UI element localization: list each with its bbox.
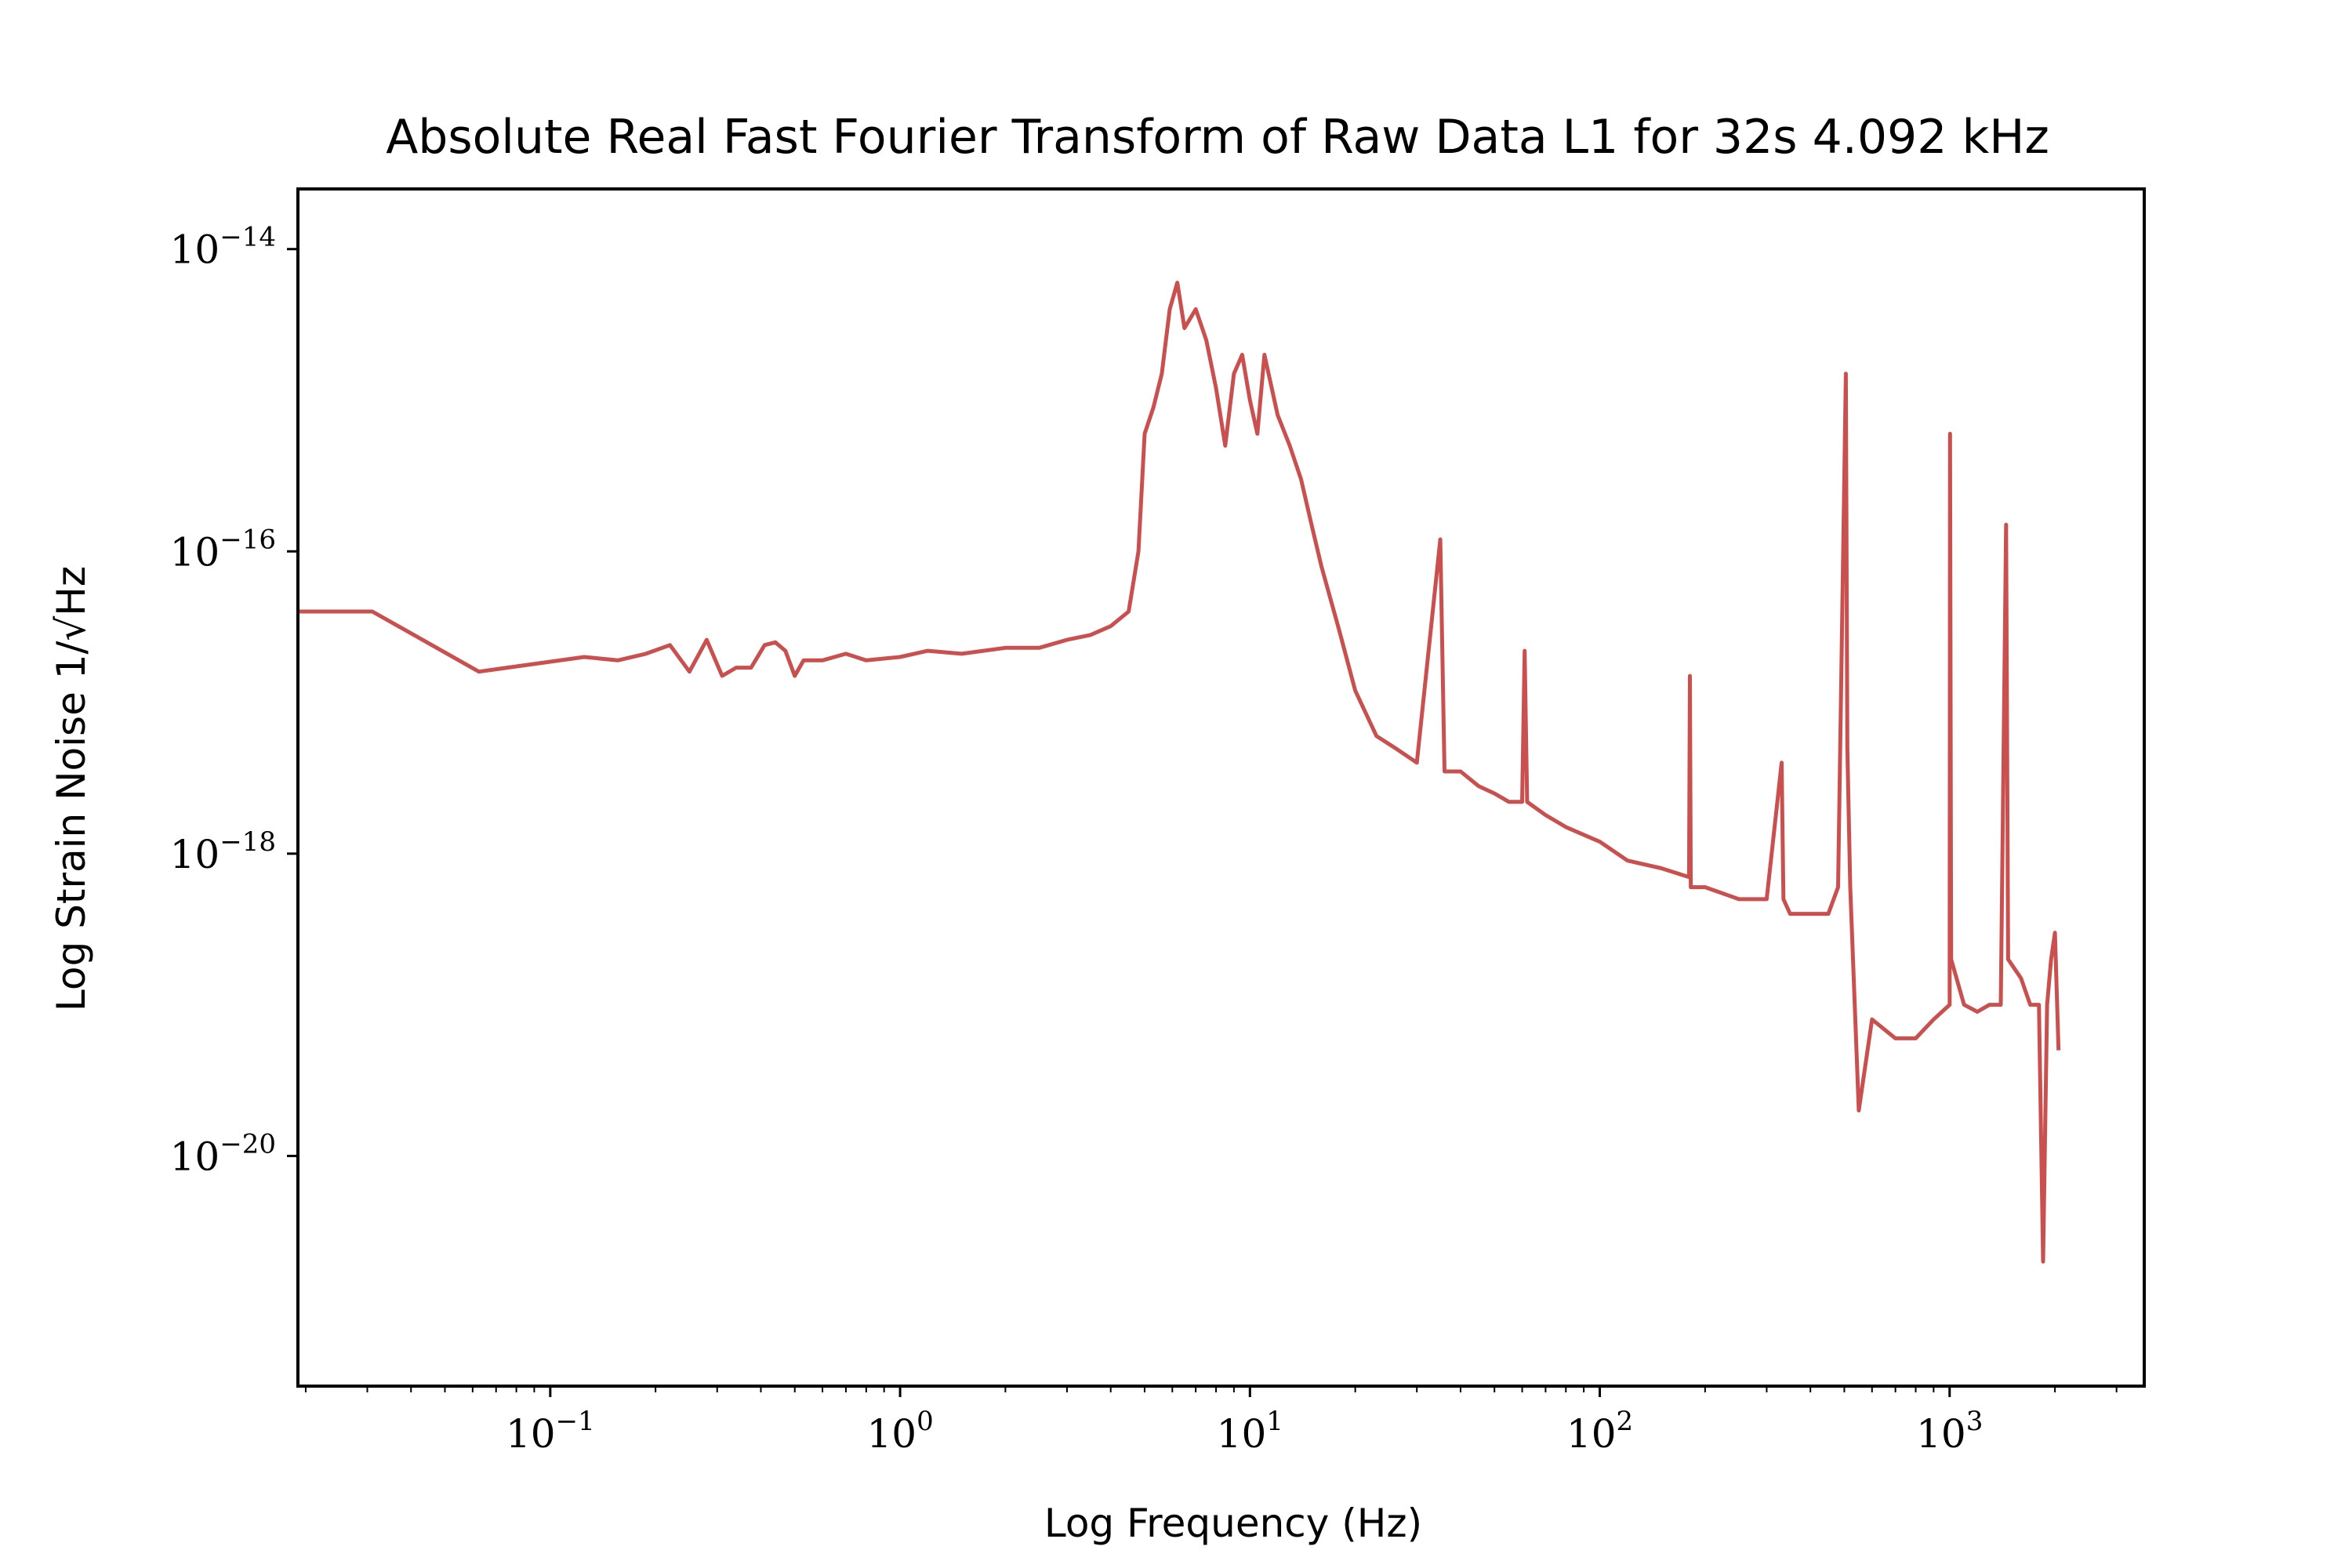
y-tick-label-exponent: −18 bbox=[220, 826, 276, 858]
x-tick-label-base: 10 bbox=[1566, 1411, 1617, 1457]
x-tick-label-base: 10 bbox=[1217, 1411, 1267, 1457]
x-tick-label-exponent: 2 bbox=[1617, 1406, 1634, 1437]
x-tick-label-exponent: 0 bbox=[916, 1406, 934, 1437]
plot-area bbox=[296, 187, 2146, 1388]
y-tick-label-exponent: −14 bbox=[220, 222, 276, 253]
x-tick-label-exponent: −1 bbox=[556, 1406, 595, 1437]
y-tick-label-base: 10 bbox=[170, 529, 220, 575]
y-tick-label-base: 10 bbox=[170, 227, 220, 273]
y-tick-label: 10−16 bbox=[170, 524, 276, 575]
x-tick-label-base: 10 bbox=[506, 1411, 556, 1457]
x-tick-label-base: 10 bbox=[1916, 1411, 1966, 1457]
y-tick-label-base: 10 bbox=[170, 1134, 220, 1179]
y-tick-label: 10−20 bbox=[170, 1128, 276, 1179]
x-tick-label: 103 bbox=[1916, 1406, 1983, 1457]
x-tick-label: 102 bbox=[1566, 1406, 1633, 1457]
x-axis: 10−1 100 101 102 103 bbox=[304, 1386, 2118, 1457]
x-tick-label-exponent: 1 bbox=[1266, 1406, 1283, 1437]
x-tick-label: 100 bbox=[866, 1406, 933, 1457]
x-tick-label: 101 bbox=[1217, 1406, 1283, 1457]
y-tick-label-exponent: −16 bbox=[220, 524, 276, 555]
y-tick-label-base: 10 bbox=[170, 832, 220, 877]
strain-noise-series-line bbox=[298, 281, 2061, 1264]
x-tick-label-exponent: 3 bbox=[1966, 1406, 1984, 1437]
y-axis-label: Log Strain Noise 1/√Hz bbox=[49, 566, 94, 1011]
x-tick-label-base: 10 bbox=[866, 1411, 916, 1457]
y-tick-label-exponent: −20 bbox=[220, 1128, 276, 1160]
y-tick-label: 10−14 bbox=[170, 222, 276, 273]
chart-title: Absolute Real Fast Fourier Transform of … bbox=[386, 110, 2049, 165]
y-tick-label: 10−18 bbox=[170, 826, 276, 877]
x-tick-label: 10−1 bbox=[506, 1406, 595, 1457]
x-axis-label: Log Frequency (Hz) bbox=[1044, 1501, 1422, 1546]
axes-frame bbox=[296, 187, 2146, 1388]
